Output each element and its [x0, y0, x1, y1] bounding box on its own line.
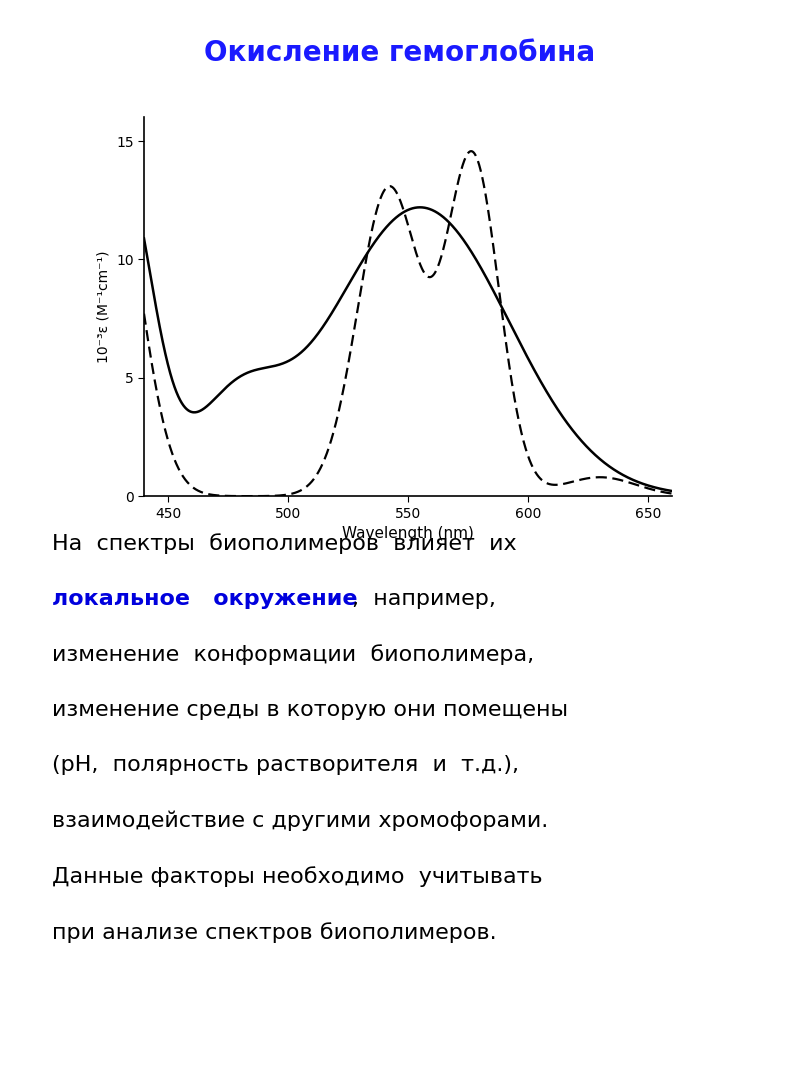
Text: при анализе спектров биополимеров.: при анализе спектров биополимеров. — [52, 922, 497, 943]
Text: (рН,  полярность растворителя  и  т.д.),: (рН, полярность растворителя и т.д.), — [52, 755, 519, 776]
X-axis label: Wavelength (nm): Wavelength (nm) — [342, 526, 474, 541]
Text: локальное   окружение: локальное окружение — [52, 589, 358, 609]
Y-axis label: 10⁻³ε (M⁻¹cm⁻¹): 10⁻³ε (M⁻¹cm⁻¹) — [97, 251, 110, 363]
Text: ,  например,: , например, — [352, 589, 496, 609]
Text: Окисление гемоглобина: Окисление гемоглобина — [205, 39, 595, 67]
Text: взаимодействие с другими хромофорами.: взаимодействие с другими хромофорами. — [52, 811, 548, 831]
Text: изменение  конформации  биополимера,: изменение конформации биополимера, — [52, 644, 534, 666]
Text: На  спектры  биополимеров  влияет  их: На спектры биополимеров влияет их — [52, 534, 517, 555]
Text: изменение среды в которую они помещены: изменение среды в которую они помещены — [52, 700, 568, 720]
Text: Данные факторы необходимо  учитывать: Данные факторы необходимо учитывать — [52, 866, 542, 888]
